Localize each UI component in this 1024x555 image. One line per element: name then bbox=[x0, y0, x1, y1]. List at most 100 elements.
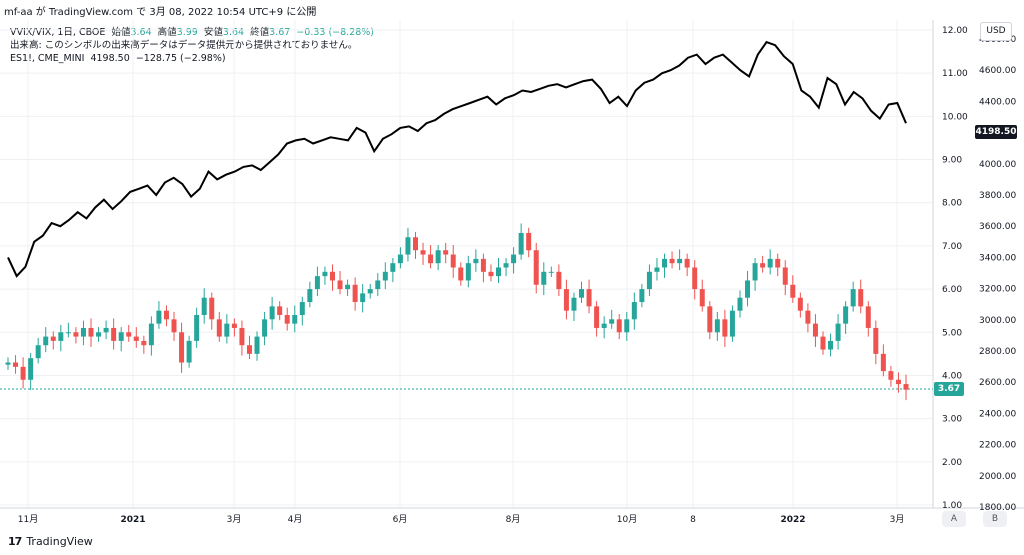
ratio-tick-label: 2.00 bbox=[942, 458, 962, 468]
currency-button[interactable]: USD bbox=[980, 22, 1012, 41]
candle-body bbox=[412, 237, 418, 251]
candle-body bbox=[375, 280, 381, 290]
auto-scale-button[interactable]: A bbox=[942, 511, 966, 527]
candle-body bbox=[820, 336, 826, 350]
time-tick-label[interactable]: 3月 bbox=[890, 514, 905, 525]
candle-body bbox=[594, 306, 600, 328]
candle-body bbox=[873, 327, 879, 354]
legend-change: −0.33 (−8.28%) bbox=[296, 27, 375, 38]
legend-open-label: 始値 bbox=[111, 27, 131, 38]
ratio-tick-label: 8.00 bbox=[942, 199, 962, 209]
candle-body bbox=[579, 289, 585, 298]
es-tick-label: 2000.00 bbox=[979, 472, 1016, 482]
candle-body bbox=[88, 327, 94, 337]
candle-body bbox=[329, 271, 335, 281]
candle-body bbox=[80, 327, 86, 337]
candle-body bbox=[43, 336, 49, 346]
es-price-line bbox=[7, 40, 907, 278]
ratio-tick-label: 12.00 bbox=[942, 26, 968, 36]
candle-body bbox=[35, 345, 41, 359]
candle-body bbox=[118, 332, 124, 341]
legend-volume-note: 出来高: このシンボルの出来高データはデータ提供元から提供されておりません。 bbox=[10, 40, 358, 51]
candle-body bbox=[775, 258, 781, 268]
candle-body bbox=[397, 254, 403, 264]
es-tick-label: 3800.00 bbox=[979, 191, 1016, 201]
vvix-vix-candles bbox=[5, 223, 909, 401]
candle-body bbox=[850, 289, 856, 307]
es-tick-label: 2800.00 bbox=[979, 347, 1016, 357]
time-tick-label[interactable]: 3月 bbox=[227, 514, 242, 525]
time-tick-label[interactable]: 10月 bbox=[617, 514, 637, 525]
candle-body bbox=[767, 258, 773, 268]
legend-symbol: VVIX/VIX, 1日, CBOE bbox=[10, 27, 106, 38]
candle-body bbox=[148, 323, 154, 346]
time-tick-label[interactable]: 6月 bbox=[393, 514, 408, 525]
candle-body bbox=[103, 327, 109, 333]
candle-body bbox=[179, 332, 185, 363]
candle-body bbox=[692, 267, 698, 290]
ratio-tick-label: 9.00 bbox=[942, 156, 962, 166]
candle-body bbox=[745, 280, 751, 298]
candle-body bbox=[360, 293, 366, 303]
candle-body bbox=[126, 332, 132, 337]
time-tick-label[interactable]: 11月 bbox=[18, 514, 38, 525]
es-tick-label: 3400.00 bbox=[979, 253, 1016, 263]
legend-close-label: 終値 bbox=[250, 27, 270, 38]
candle-body bbox=[812, 323, 818, 337]
time-tick-label[interactable]: 8月 bbox=[506, 514, 521, 525]
last-value-badge: 3.67 bbox=[934, 382, 964, 396]
candle-body bbox=[201, 297, 207, 315]
candle-body bbox=[58, 332, 64, 341]
candle-body bbox=[96, 332, 102, 337]
legend-main-row: VVIX/VIX, 1日, CBOE 始値3.64 高値3.99 安値3.64 … bbox=[10, 26, 374, 39]
candle-body bbox=[133, 336, 139, 341]
grid-lines bbox=[0, 20, 933, 508]
candle-body bbox=[654, 267, 660, 272]
chart-canvas[interactable]: 12.0011.0010.009.008.007.006.005.004.003… bbox=[0, 0, 1024, 530]
time-tick-label[interactable]: 2022 bbox=[780, 515, 805, 525]
legend-high-value: 3.99 bbox=[176, 27, 198, 38]
candle-body bbox=[601, 323, 607, 328]
time-tick-label[interactable]: 8 bbox=[690, 515, 696, 525]
ratio-tick-label: 7.00 bbox=[942, 242, 962, 252]
legend-high-label: 高値 bbox=[157, 27, 177, 38]
ratio-tick-label: 5.00 bbox=[942, 328, 962, 338]
candle-body bbox=[20, 366, 26, 380]
es-tick-label: 4400.00 bbox=[979, 97, 1016, 107]
candle-body bbox=[171, 319, 177, 333]
candle-body bbox=[548, 271, 554, 273]
candle-body bbox=[828, 340, 834, 350]
candle-body bbox=[835, 323, 841, 341]
candle-body bbox=[533, 250, 539, 285]
candle-body bbox=[277, 306, 283, 315]
candle-body bbox=[782, 267, 788, 285]
candle-body bbox=[420, 250, 426, 255]
es-tick-label: 2600.00 bbox=[979, 378, 1016, 388]
candle-body bbox=[480, 258, 486, 272]
candle-body bbox=[322, 271, 328, 277]
candle-body bbox=[865, 306, 871, 328]
log-scale-button[interactable]: B bbox=[983, 511, 1007, 527]
candle-body bbox=[684, 258, 690, 268]
time-axis[interactable]: 11月 2021 3月 4月 6月 8月 10月 8 2022 3月 bbox=[18, 514, 905, 525]
ratio-tick-label: 11.00 bbox=[942, 69, 968, 79]
published-caption: mf-aa が TradingView.com で 3月 08, 2022 10… bbox=[4, 7, 317, 18]
candle-body bbox=[428, 254, 434, 264]
candle-body bbox=[639, 289, 645, 303]
time-tick-label[interactable]: 2021 bbox=[120, 515, 145, 525]
footer: 17 TradingView bbox=[8, 535, 93, 548]
candle-body bbox=[903, 384, 909, 390]
ratio-axis: 12.00 11.00 10.00 9.00 8.00 7.00 6.00 5.00 4.00 3… bbox=[942, 26, 968, 511]
candle-body bbox=[722, 319, 728, 337]
candle-body bbox=[790, 284, 796, 298]
candle-body bbox=[156, 310, 162, 324]
candle-body bbox=[646, 271, 652, 290]
time-tick-label[interactable]: 4月 bbox=[288, 514, 303, 525]
candle-body bbox=[752, 263, 758, 281]
candle-body bbox=[729, 310, 735, 337]
ratio-tick-label: 10.00 bbox=[942, 112, 968, 122]
candle-body bbox=[511, 254, 517, 264]
candle-body bbox=[662, 258, 668, 268]
legend-low-value: 3.64 bbox=[222, 27, 245, 38]
candle-body bbox=[805, 310, 811, 324]
